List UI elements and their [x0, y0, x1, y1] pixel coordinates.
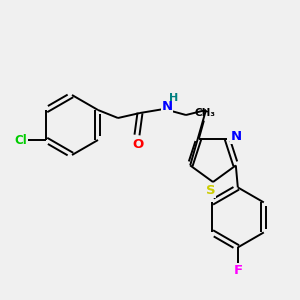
Text: S: S	[206, 184, 216, 197]
Text: Cl: Cl	[15, 134, 27, 146]
Text: N: N	[230, 130, 242, 143]
Text: O: O	[132, 137, 144, 151]
Text: N: N	[161, 100, 172, 113]
Text: F: F	[233, 264, 242, 277]
Text: CH₃: CH₃	[194, 108, 215, 118]
Text: H: H	[169, 93, 178, 103]
